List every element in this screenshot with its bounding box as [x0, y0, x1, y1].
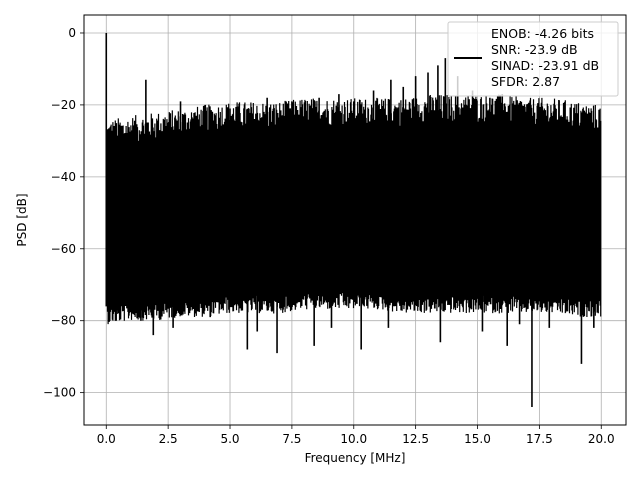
y-tick-label: −40	[51, 170, 76, 184]
legend-entry-snr: SNR: -23.9 dB	[491, 42, 578, 57]
y-axis-label: PSD [dB]	[15, 193, 29, 246]
x-tick-label: 17.5	[526, 432, 553, 446]
axes-frame	[83, 14, 627, 426]
x-axis-label: Frequency [MHz]	[305, 451, 406, 465]
y-axis: 0 −20 −40 −60 −80 −100	[43, 26, 84, 400]
x-tick-label: 2.5	[159, 432, 178, 446]
y-tick-label: −100	[43, 386, 76, 400]
y-tick-label: −20	[51, 98, 76, 112]
x-tick-label: 7.5	[282, 432, 301, 446]
plot-area	[105, 32, 602, 408]
x-tick-label: 0.0	[97, 432, 116, 446]
x-tick-label: 10.0	[340, 432, 367, 446]
y-tick-label: −80	[51, 314, 76, 328]
x-tick-label: 12.5	[402, 432, 429, 446]
x-tick-label: 5.0	[220, 432, 239, 446]
legend-box	[447, 21, 619, 97]
y-tick-label: −60	[51, 242, 76, 256]
legend-entry-enob: ENOB: -4.26 bits	[491, 26, 594, 41]
x-tick-label: 15.0	[464, 432, 491, 446]
legend-entry-sfdr: SFDR: 2.87	[491, 74, 560, 89]
legend-entry-sinad: SINAD: -23.91 dB	[491, 58, 599, 73]
x-tick-label: 20.0	[588, 432, 615, 446]
legend: ENOB: -4.26 bits SNR: -23.9 dB SINAD: -2…	[447, 21, 619, 97]
x-axis: 0.0 2.5 5.0 7.5 10.0 12.5 15.0 17.5 20.0	[97, 425, 615, 446]
y-tick-label: 0	[68, 26, 76, 40]
